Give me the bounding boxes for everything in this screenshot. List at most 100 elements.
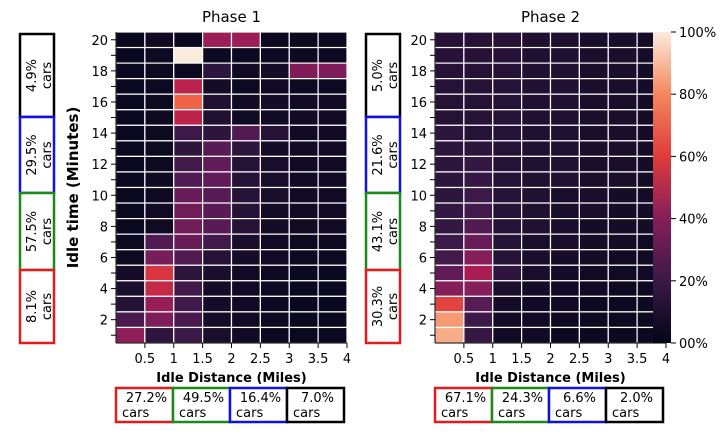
- x-group-percent: 2.0%: [620, 391, 653, 406]
- heatmap-cell: [521, 46, 552, 64]
- heatmap-cell: [578, 46, 609, 64]
- heatmap-cell: [434, 46, 465, 64]
- x-group-box: 49.5%cars: [171, 386, 232, 424]
- colorbar-tick-label: 00%: [679, 337, 708, 352]
- heatmap-cell: [259, 124, 290, 142]
- heatmap-cell: [434, 280, 465, 297]
- heatmap-cell: [521, 62, 552, 80]
- y-group-border: [364, 191, 402, 272]
- y-group-box: 29.5% cars: [18, 115, 56, 195]
- heatmap-cell: [144, 124, 175, 142]
- heatmap-cell: [549, 46, 580, 64]
- heatmap-cell: [521, 249, 552, 266]
- x-tick-label: 0.5: [135, 352, 156, 367]
- x-tick-label: 1.5: [192, 352, 213, 367]
- heatmap-cell: [259, 218, 290, 235]
- heatmap-cell: [288, 155, 319, 173]
- heatmap-cell: [317, 140, 348, 158]
- heatmap-cell: [230, 295, 261, 313]
- y-group-border: [18, 32, 56, 119]
- heatmap-cell: [288, 295, 319, 313]
- heatmap-cell: [578, 140, 609, 158]
- heatmap-cell: [115, 202, 146, 220]
- heatmap-cell: [317, 218, 348, 235]
- heatmap-cell: [144, 109, 175, 126]
- y-group-percent: 21.6%: [371, 134, 386, 175]
- heatmap-cell: [434, 186, 465, 204]
- heatmap-cell: [202, 140, 233, 158]
- heatmap-cell: [202, 171, 233, 189]
- y-tick-label: 6: [100, 251, 108, 266]
- heatmap-cell: [259, 249, 290, 266]
- heatmap-cell: [230, 93, 261, 111]
- heatmap-cell: [317, 295, 348, 313]
- heatmap-cell: [521, 155, 552, 173]
- heatmap-cell: [173, 46, 204, 64]
- x-group-caption: cars: [498, 406, 525, 421]
- heatmap-cell: [549, 62, 580, 80]
- heatmap-cell: [202, 202, 233, 220]
- y-group-border: [18, 268, 56, 345]
- heatmap-cell: [115, 140, 146, 158]
- heatmap-cell: [115, 93, 146, 111]
- x-tick-label: 1: [489, 352, 497, 367]
- heatmap-cell: [521, 124, 552, 142]
- heatmap-cell: [492, 78, 523, 95]
- y-group-box: 57.5% cars: [18, 191, 56, 272]
- heatmap-cell: [549, 264, 580, 282]
- heatmap-cell: [549, 140, 580, 158]
- heatmap-cell: [202, 78, 233, 95]
- y-group-border: [364, 32, 402, 119]
- colorbar-tick-label: 60%: [679, 150, 708, 165]
- heatmap-cell: [607, 249, 638, 266]
- y-tick-label: 8: [419, 220, 427, 235]
- heatmap-cell: [288, 46, 319, 64]
- colorbar-tick-label: 40%: [679, 213, 708, 228]
- heatmap-cell: [434, 218, 465, 235]
- heatmap-cell: [549, 233, 580, 251]
- y-tick-label: 12: [91, 158, 108, 173]
- heatmap-cell: [607, 218, 638, 235]
- heatmap-cell: [259, 326, 290, 344]
- y-group-border: [18, 115, 56, 195]
- heatmap-cell: [578, 155, 609, 173]
- x-tick-label: 2.5: [569, 352, 590, 367]
- heatmap-cell: [578, 233, 609, 251]
- heatmap-cell: [144, 46, 175, 64]
- heatmap-cell: [115, 31, 146, 49]
- heatmap-cell: [434, 93, 465, 111]
- heatmap-cell: [288, 109, 319, 126]
- heatmap-cell: [521, 109, 552, 126]
- heatmap-cell: [144, 78, 175, 95]
- heatmap-cell: [492, 62, 523, 80]
- x-group-border: [604, 386, 665, 424]
- heatmap-cell: [230, 31, 261, 49]
- y-group-box: 5.0% cars: [364, 32, 402, 119]
- heatmap-cell: [317, 31, 348, 49]
- heatmap-cell: [230, 78, 261, 95]
- heatmap-cell: [202, 249, 233, 266]
- y-tick-label: 20: [91, 34, 108, 49]
- heatmap-cell: [463, 186, 494, 204]
- heatmap-cell: [202, 124, 233, 142]
- y-group-percent: 8.1%: [25, 290, 40, 323]
- heatmap-cell: [115, 124, 146, 142]
- x-group-caption: cars: [612, 406, 639, 421]
- x-tick-label: 2: [227, 352, 235, 367]
- y-group-caption: cars: [386, 62, 401, 89]
- heatmap-cell: [434, 326, 465, 344]
- heatmap-cell: [463, 295, 494, 313]
- heatmap-cell: [259, 78, 290, 95]
- heatmap-cell: [521, 233, 552, 251]
- heatmap-cell: [288, 233, 319, 251]
- heatmap-cell: [202, 155, 233, 173]
- x-group-box: 67.1%cars: [433, 386, 494, 424]
- y-tick-label: 2: [419, 314, 427, 329]
- heatmap-cell: [578, 124, 609, 142]
- heatmap-cell: [202, 326, 233, 344]
- heatmap-cell: [492, 93, 523, 111]
- y-tick-label: 6: [419, 251, 427, 266]
